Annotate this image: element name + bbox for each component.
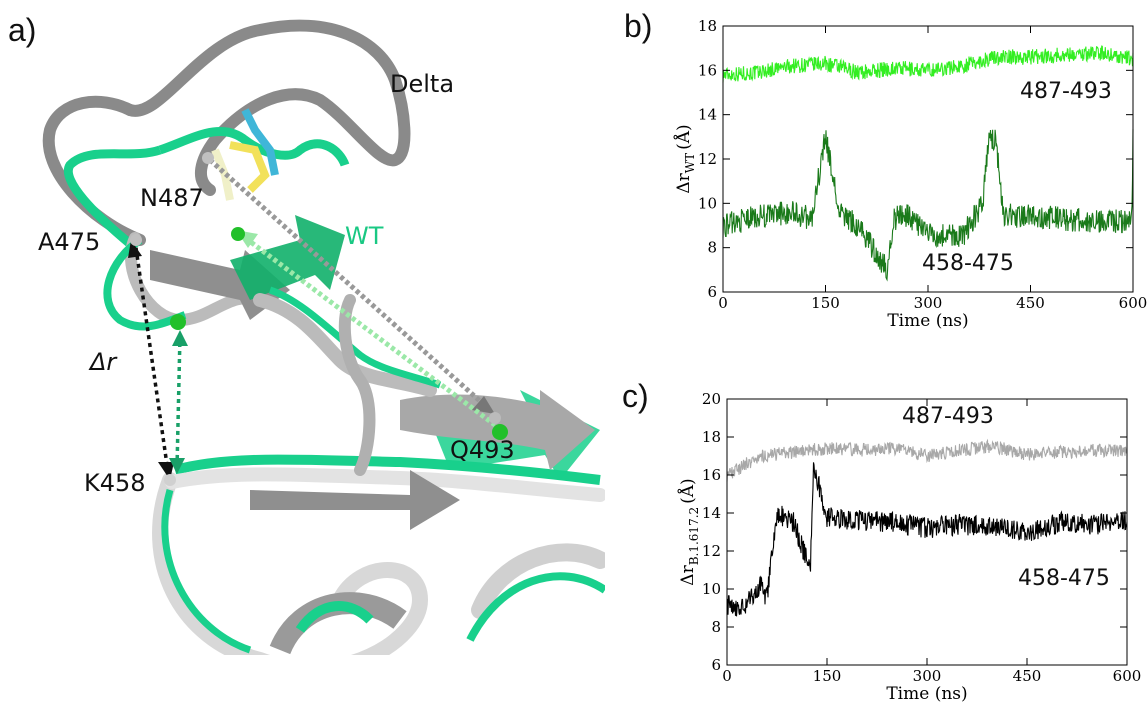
y-axis-label: ΔrB.1.617.2(Å) — [677, 478, 701, 585]
wt-arrow-green — [230, 215, 345, 300]
wt-label: WT — [345, 222, 384, 250]
x-tick-label: 450 — [1013, 667, 1042, 685]
mid-vertical-gray — [338, 294, 376, 476]
series-line-458-475 — [722, 129, 1134, 282]
y-tick-label: 20 — [702, 390, 721, 408]
bottom-helix-green — [295, 601, 374, 633]
y-tick-label: 18 — [698, 17, 717, 35]
x-tick-label: 600 — [1113, 667, 1142, 685]
q493-wt-atom — [492, 424, 508, 440]
lower-right-green — [466, 572, 605, 642]
series-label-487-493: 487-493 — [902, 404, 994, 429]
y-tick-label: 10 — [702, 580, 721, 598]
n487-wt-atom — [231, 227, 245, 241]
residue-stick-yellow — [229, 141, 270, 193]
y-axis-label: ΔrWT(Å) — [673, 124, 697, 193]
lower-right-loop — [471, 543, 605, 619]
a475-strand-green — [103, 236, 187, 331]
x-tick-label: 300 — [914, 294, 943, 312]
x-axis-label: Time (ns) — [887, 311, 968, 331]
lower-green-loop — [161, 489, 252, 654]
n487-atom — [202, 152, 214, 164]
center-strand-green — [268, 286, 442, 389]
k458-strand-gray — [165, 467, 605, 502]
a475-arrowhead — [128, 240, 142, 258]
series-line-487-493 — [722, 45, 1134, 83]
x-tick-label: 0 — [718, 294, 728, 312]
delta-loop-left — [42, 95, 146, 246]
y-tick-label: 6 — [707, 283, 717, 301]
a475-wt-atom — [170, 314, 186, 330]
x-tick-label: 150 — [813, 667, 842, 685]
x-axis-label: Time (ns) — [886, 684, 967, 702]
series-line-487-493 — [726, 438, 1128, 482]
delta-top-loop — [124, 19, 411, 196]
x-tick-label: 0 — [722, 667, 732, 685]
y-tick-label: 12 — [702, 542, 721, 560]
y-tick-label: 8 — [707, 239, 717, 257]
wt-distance-arrow-vertical — [175, 334, 182, 469]
residue-stick-cyan — [241, 108, 279, 176]
panel-a-label: a) — [8, 12, 37, 48]
x-tick-label: 300 — [913, 667, 942, 685]
protein-structure-illustration: Delta WT N487 A475 K458 Q493 Δr — [38, 19, 605, 655]
wt-vertical-arrowhead-top — [172, 330, 188, 346]
q493-atom — [489, 412, 501, 424]
x-tick-label: 600 — [1119, 294, 1148, 312]
delta-label: Delta — [390, 70, 454, 98]
wt-loop-left — [63, 145, 162, 252]
y-tick-label: 14 — [702, 504, 721, 522]
y-tick-label: 6 — [711, 656, 721, 674]
y-tick-label: 8 — [711, 618, 721, 636]
series-label-458-475: 458-475 — [1018, 566, 1110, 591]
q493-label: Q493 — [450, 436, 515, 464]
y-tick-label: 12 — [698, 150, 717, 168]
y-tick-label: 18 — [702, 428, 721, 446]
y-tick-label: 16 — [702, 466, 721, 484]
chart-c: 0 150 300 450 600 6 8 10 12 14 16 18 20 Time (ns) ΔrB.… — [677, 390, 1142, 702]
wt-vertical-arrowhead-bottom — [169, 458, 185, 474]
k458-label: K458 — [84, 469, 146, 497]
panel-b-label: b) — [624, 8, 653, 44]
center-strand-gray — [253, 293, 437, 397]
k458-strand-green — [173, 454, 601, 485]
a475-atom — [130, 234, 142, 246]
k458-atom — [164, 474, 176, 486]
delta-r-label: Δr — [88, 348, 118, 376]
lower-gray-loop — [152, 472, 429, 655]
x-tick-label: 450 — [1016, 294, 1045, 312]
y-tick-label: 16 — [698, 61, 717, 79]
big-arrow-gray — [250, 470, 460, 530]
a475-label: A475 — [38, 228, 100, 256]
series-line-458-475 — [726, 462, 1128, 617]
y-tick-label: 14 — [698, 106, 717, 124]
x-tick-label: 150 — [811, 294, 840, 312]
panel-c-label: c) — [622, 378, 649, 414]
chart-b: 0 150 300 450 600 6 8 10 12 14 16 18 Time (ns) ΔrWT(Å… — [673, 17, 1148, 331]
n487-label: N487 — [140, 184, 204, 212]
series-label-458-475: 458-475 — [922, 251, 1014, 276]
y-tick-label: 10 — [698, 194, 717, 212]
a475-k458-distance-arrow — [134, 247, 170, 473]
series-label-487-493: 487-493 — [1020, 79, 1112, 104]
